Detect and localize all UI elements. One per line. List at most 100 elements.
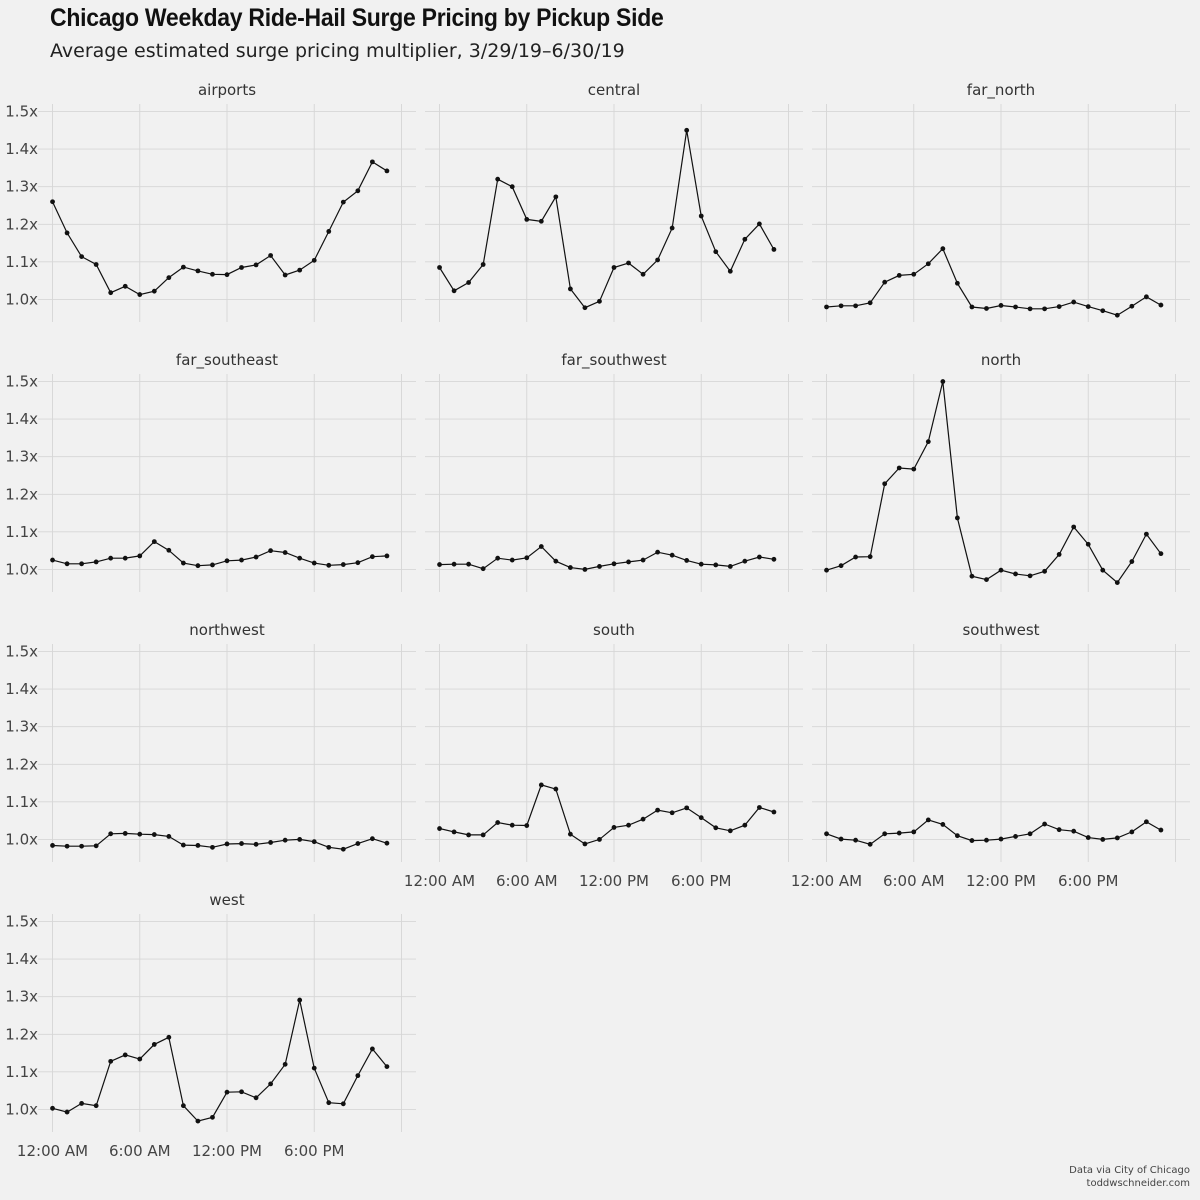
panel-title: far_north: [967, 81, 1035, 100]
data-point: [567, 831, 573, 837]
data-point: [524, 823, 530, 828]
data-point: [1056, 304, 1062, 309]
data-point: [1100, 837, 1106, 842]
data-point: [166, 834, 172, 839]
data-point: [1143, 294, 1149, 300]
data-point: [698, 815, 704, 821]
data-point: [597, 837, 602, 842]
data-point: [64, 843, 70, 849]
series-line: [52, 999, 388, 1122]
data-point: [369, 836, 375, 842]
data-point: [282, 272, 288, 278]
y-tick-label: 1.3x: [5, 178, 38, 196]
panel-central: central: [425, 81, 803, 322]
data-point: [253, 841, 259, 847]
data-point: [239, 1089, 244, 1095]
data-point: [626, 260, 631, 266]
data-point: [311, 257, 317, 263]
data-point: [984, 577, 989, 582]
y-tick-label: 1.1x: [5, 793, 38, 811]
panel-title: far_southeast: [176, 351, 278, 370]
data-point: [210, 562, 215, 568]
panel-far-southwest: far_southwest: [425, 351, 803, 592]
data-point: [239, 557, 244, 563]
data-point: [882, 279, 888, 285]
data-point: [480, 832, 486, 838]
data-point: [1027, 831, 1033, 837]
data-point: [437, 265, 442, 270]
data-point: [756, 805, 762, 810]
data-point: [122, 1052, 128, 1058]
y-tick-label: 1.1x: [5, 523, 38, 541]
data-point: [655, 807, 661, 813]
panel-title: south: [593, 621, 635, 639]
data-point: [626, 822, 631, 828]
data-point: [480, 262, 486, 267]
y-tick-label: 1.5x: [5, 913, 38, 931]
data-point: [626, 559, 631, 565]
data-point: [108, 290, 114, 296]
series-line: [51, 161, 388, 296]
data-point: [713, 825, 719, 831]
x-tick-label: 6:00 PM: [1058, 872, 1118, 890]
series-line: [826, 381, 1162, 584]
data-point: [1085, 835, 1091, 840]
data-point: [597, 564, 602, 569]
data-point: [954, 833, 960, 839]
data-point: [93, 262, 99, 267]
panel-airports: airports 1.0x 1.1x 1.2x 1.3x 1.4x 1.5x: [5, 81, 416, 322]
data-point: [495, 820, 501, 825]
data-point: [253, 262, 259, 268]
x-tick-label: 6:00 AM: [496, 872, 558, 890]
series-line: [826, 247, 1162, 316]
data-point: [853, 554, 859, 560]
data-point: [597, 298, 602, 304]
data-point: [940, 822, 946, 827]
data-point: [1042, 306, 1048, 312]
data-point: [896, 465, 902, 471]
x-tick-label: 12:00 AM: [404, 872, 475, 890]
data-point: [495, 555, 501, 561]
data-point: [282, 550, 288, 555]
data-point: [925, 439, 931, 445]
y-tick-label: 1.4x: [5, 680, 38, 698]
series-line: [52, 540, 387, 567]
panel-title: northwest: [189, 621, 265, 639]
data-point: [151, 832, 157, 837]
data-point: [896, 830, 902, 836]
data-point: [224, 841, 230, 847]
panel-title: southwest: [962, 621, 1039, 639]
data-point: [369, 554, 375, 560]
data-point: [824, 304, 829, 310]
data-point: [355, 560, 361, 566]
data-point: [925, 261, 931, 267]
data-point: [384, 553, 390, 559]
data-point: [969, 304, 975, 310]
y-tick-label: 1.4x: [5, 950, 38, 968]
data-point: [582, 305, 588, 311]
data-point: [180, 1103, 186, 1109]
panel-title: north: [981, 351, 1021, 369]
data-point: [210, 271, 215, 277]
data-point: [210, 844, 215, 850]
data-point: [369, 1046, 375, 1052]
y-tick-label: 1.5x: [5, 103, 38, 121]
data-point: [1114, 580, 1120, 586]
data-point: [326, 844, 332, 850]
data-point: [524, 555, 530, 561]
data-point: [355, 1073, 361, 1079]
x-tick-label: 12:00 PM: [192, 1142, 262, 1160]
data-point: [882, 481, 888, 487]
data-point: [79, 561, 85, 567]
data-point: [451, 288, 457, 294]
y-tick-label: 1.3x: [5, 718, 38, 736]
data-point: [108, 555, 114, 561]
data-point: [1013, 834, 1018, 839]
data-point: [853, 837, 859, 843]
data-point: [1071, 524, 1077, 530]
panel-far-southeast: far_southeast 1.0x 1.1x 1.2x 1.3x 1.4x 1.5x: [5, 351, 416, 592]
data-point: [166, 1034, 172, 1040]
data-point: [166, 547, 172, 553]
data-point: [122, 831, 128, 836]
data-point: [311, 560, 317, 566]
